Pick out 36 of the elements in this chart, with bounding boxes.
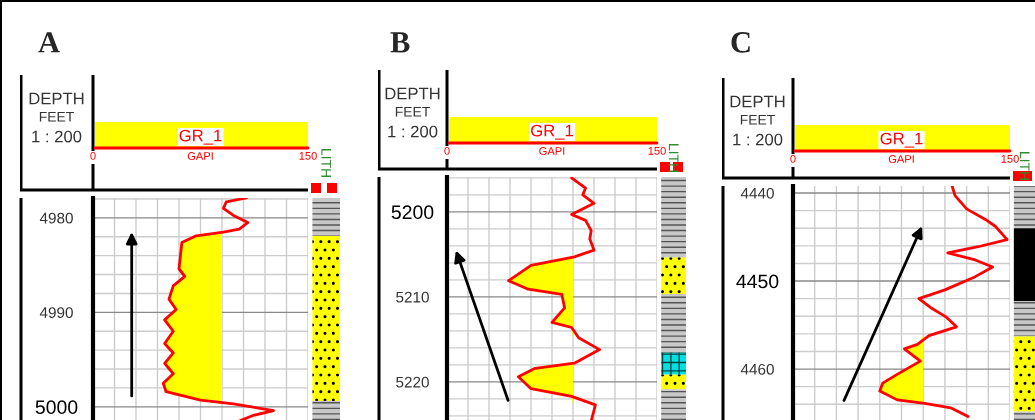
y-tick-label: 4980 xyxy=(39,212,73,224)
y-axis-title: DEPTH xyxy=(730,95,785,108)
x-tick-label: 0 xyxy=(790,154,796,163)
y-tick-label: 5000 xyxy=(35,400,78,415)
chart-title: B xyxy=(390,32,410,53)
chart-title: A xyxy=(38,32,60,53)
chart-title: C xyxy=(731,32,750,53)
y-tick-label: 5220 xyxy=(396,376,429,388)
text: 1 : 200 xyxy=(733,133,783,146)
x-tick-label: 150 xyxy=(1001,154,1019,163)
text: LITH xyxy=(321,149,331,177)
x-axis-title: GAPI xyxy=(888,155,914,163)
x-tick-label: 150 xyxy=(299,151,317,160)
y-tick-label: 5210 xyxy=(396,291,429,303)
y-tick-label: 5200 xyxy=(391,205,434,220)
text: GR_1 xyxy=(880,132,923,148)
text: LITH xyxy=(668,144,679,172)
text: GR_1 xyxy=(179,129,222,145)
y-tick-label: 4450 xyxy=(736,274,779,289)
text: FEET xyxy=(395,107,430,117)
x-axis-title: GAPI xyxy=(187,152,213,160)
y-tick-label: 4440 xyxy=(740,187,774,199)
text: FEET xyxy=(740,115,775,125)
text: LITH xyxy=(1019,152,1030,180)
text: 1 : 200 xyxy=(32,130,82,143)
text: FEET xyxy=(39,112,74,122)
x-tick-label: 150 xyxy=(648,146,666,155)
text: 1 : 200 xyxy=(388,125,438,138)
x-tick-label: 0 xyxy=(444,146,450,155)
y-tick-label: 4990 xyxy=(39,307,73,319)
y-axis-title: DEPTH xyxy=(385,87,440,100)
y-tick-label: 4460 xyxy=(740,363,774,375)
x-axis-title: GAPI xyxy=(539,147,565,155)
y-axis-title: DEPTH xyxy=(29,92,84,105)
x-tick-label: 0 xyxy=(90,151,96,160)
text: GR_1 xyxy=(531,124,573,140)
